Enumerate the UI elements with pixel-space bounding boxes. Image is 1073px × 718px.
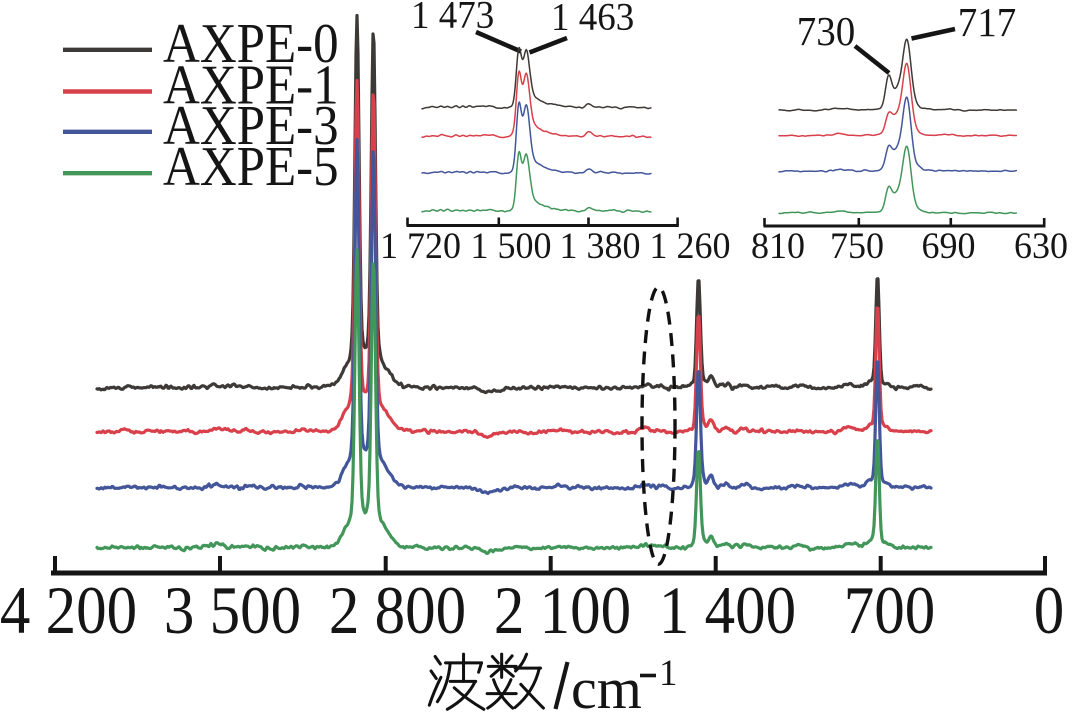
svg-text:AXPE-1: AXPE-1 [163,53,339,116]
svg-text:1: 1 [659,653,678,694]
svg-text:700: 700 [844,573,935,649]
svg-text:1 380: 1 380 [560,225,641,267]
svg-text:1 720: 1 720 [380,225,461,267]
svg-text:AXPE-5: AXPE-5 [163,135,339,198]
svg-text:690: 690 [922,225,976,267]
svg-text:AXPE-3: AXPE-3 [163,93,339,156]
svg-text:4 200: 4 200 [0,573,137,649]
svg-text:cm: cm [571,656,642,713]
svg-text:810: 810 [751,225,805,267]
svg-text:630: 630 [1014,225,1068,267]
svg-text:730: 730 [797,8,855,54]
svg-text:1 400: 1 400 [659,573,796,649]
svg-text:1 473: 1 473 [411,0,494,37]
svg-text:717: 717 [958,0,1016,45]
svg-text:1 500: 1 500 [471,225,552,267]
svg-text:3 500: 3 500 [164,573,301,649]
svg-text:2 100: 2 100 [494,573,631,649]
svg-text:1 463: 1 463 [551,0,634,39]
svg-text:0: 0 [1034,573,1064,649]
svg-text:AXPE-0: AXPE-0 [163,11,339,74]
svg-text:750: 750 [830,225,884,267]
svg-text:1 260: 1 260 [650,225,731,267]
svg-text:2 800: 2 800 [329,573,466,649]
